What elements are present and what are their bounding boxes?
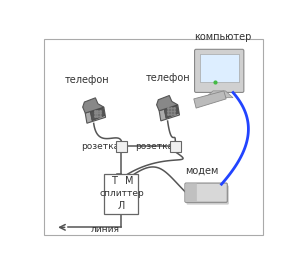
Text: компьютер: компьютер xyxy=(194,32,252,42)
Text: телефон: телефон xyxy=(145,73,190,83)
Polygon shape xyxy=(159,105,179,121)
FancyBboxPatch shape xyxy=(187,185,229,205)
Text: линия: линия xyxy=(91,225,120,234)
Bar xyxy=(116,141,127,152)
FancyBboxPatch shape xyxy=(185,183,227,202)
Text: М: М xyxy=(124,176,133,186)
Text: Л: Л xyxy=(118,201,125,211)
Text: сплиттер: сплиттер xyxy=(99,189,144,198)
Text: Т: Т xyxy=(111,176,117,186)
Bar xyxy=(200,54,238,82)
FancyBboxPatch shape xyxy=(195,49,244,92)
Text: розетка: розетка xyxy=(135,142,173,151)
Text: телефон: телефон xyxy=(65,75,110,85)
Polygon shape xyxy=(205,91,233,98)
Bar xyxy=(170,141,181,152)
Text: модем: модем xyxy=(186,166,219,176)
Polygon shape xyxy=(83,98,104,113)
Polygon shape xyxy=(194,91,226,108)
Polygon shape xyxy=(164,105,178,118)
Bar xyxy=(104,174,138,214)
Polygon shape xyxy=(85,107,106,123)
FancyBboxPatch shape xyxy=(185,183,197,202)
Polygon shape xyxy=(157,95,178,111)
Text: розетка: розетка xyxy=(81,142,119,151)
Polygon shape xyxy=(90,108,105,121)
